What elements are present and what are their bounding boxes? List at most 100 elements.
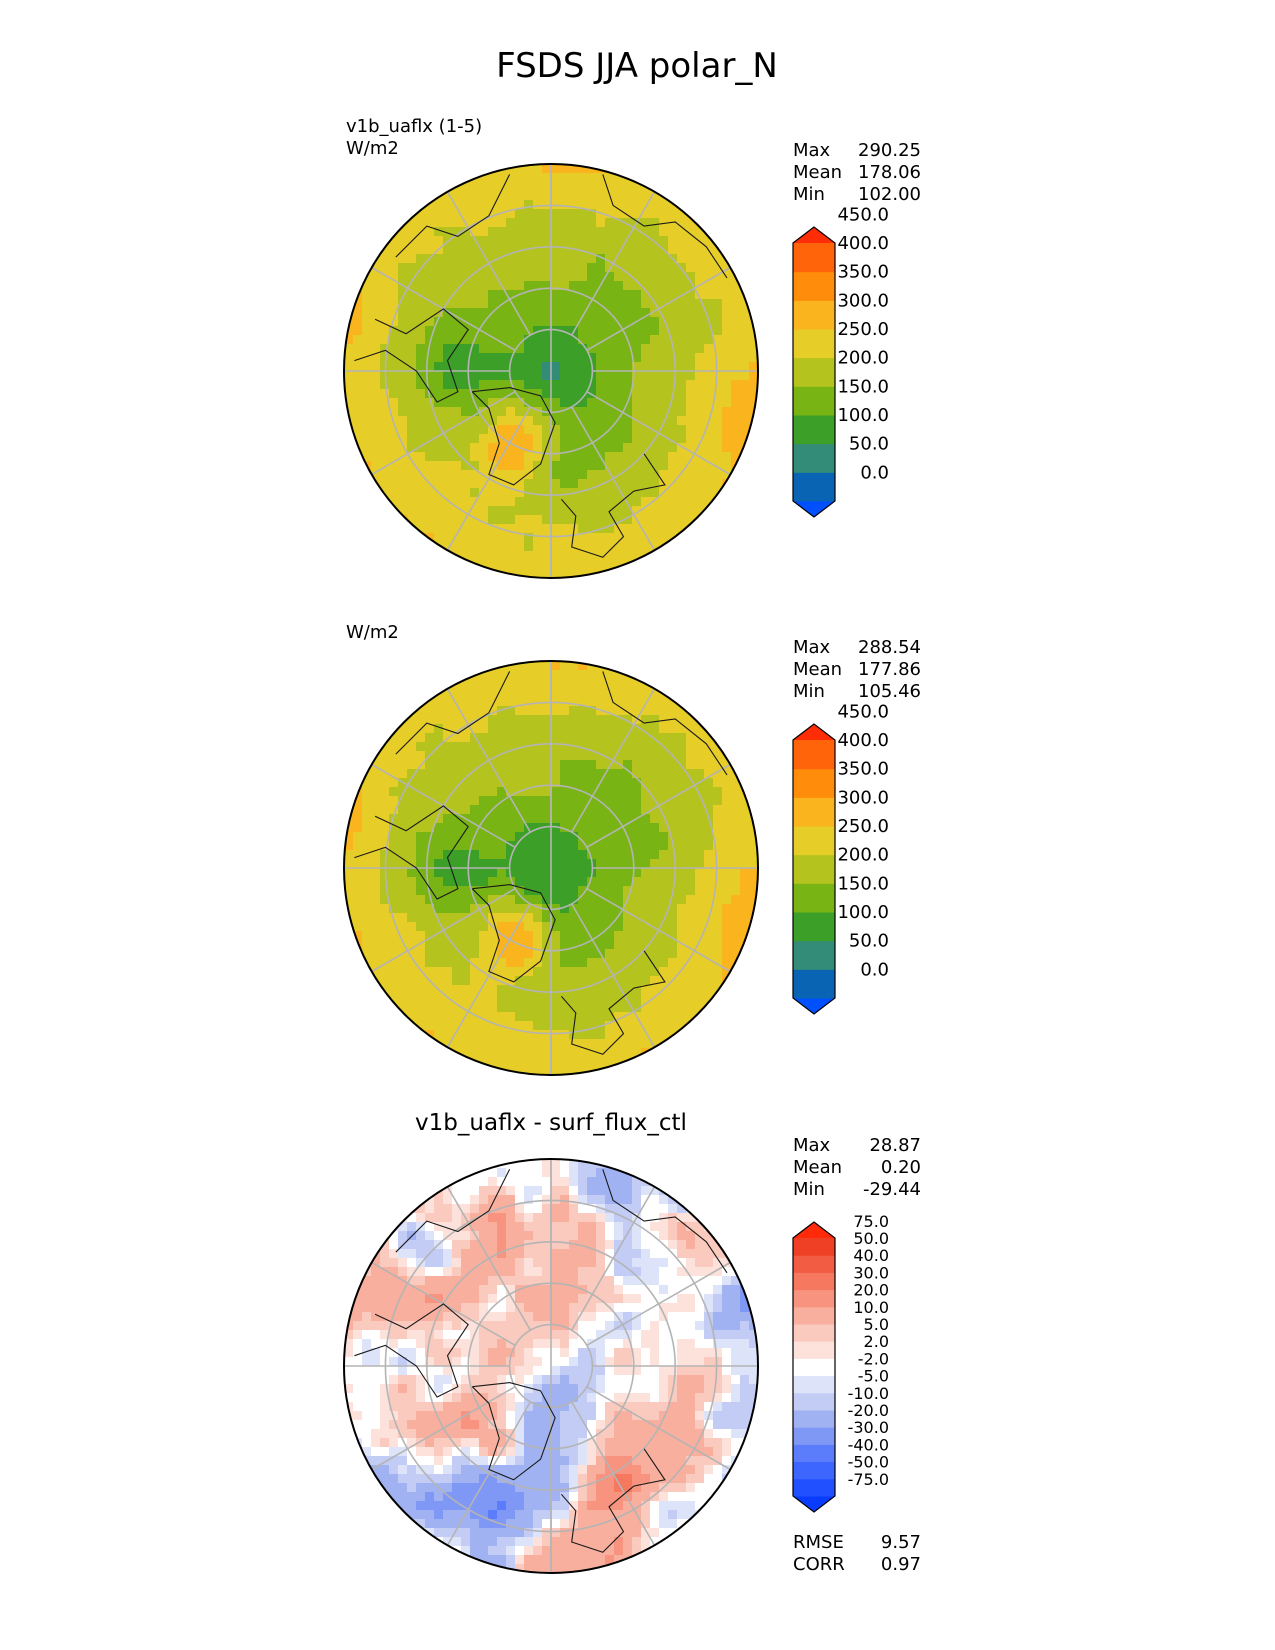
field-cell: [551, 443, 561, 453]
field-cell: [731, 290, 741, 300]
field-cell: [605, 1231, 615, 1241]
field-cell: [560, 670, 570, 680]
field-cell: [434, 344, 444, 354]
colorbar-segment: [793, 940, 835, 970]
field-cell: [623, 1231, 633, 1241]
field-cell: [614, 1213, 624, 1223]
field-cell: [506, 488, 516, 498]
field-cell: [479, 1456, 489, 1466]
field-cell: [587, 398, 597, 408]
field-cell: [515, 1447, 525, 1457]
field-cell: [434, 236, 444, 246]
field-cell: [641, 1384, 651, 1394]
field-cell: [560, 1375, 570, 1385]
field-cell: [578, 1249, 588, 1259]
field-cell: [542, 1039, 552, 1049]
field-cell: [596, 371, 606, 381]
field-cell: [713, 470, 723, 480]
field-cell: [434, 371, 444, 381]
field-cell: [380, 1321, 390, 1331]
field-cell: [587, 706, 597, 716]
field-cell: [407, 272, 417, 282]
field-cell: [677, 877, 687, 887]
field-cell: [551, 272, 561, 282]
field-cell: [704, 1366, 714, 1376]
field-cell: [371, 1429, 381, 1439]
field-cell: [380, 1429, 390, 1439]
field-cell: [488, 769, 498, 779]
field-cell: [380, 479, 390, 489]
field-cell: [641, 443, 651, 453]
field-cell: [515, 895, 525, 905]
field-cell: [668, 1366, 678, 1376]
field-cell: [506, 850, 516, 860]
field-cell: [434, 1447, 444, 1457]
field-cell: [560, 191, 570, 201]
field-cell: [551, 1267, 561, 1277]
field-cell: [614, 895, 624, 905]
field-cell: [443, 1003, 453, 1013]
field-cell: [632, 769, 642, 779]
field-cell: [560, 976, 570, 986]
field-cell: [452, 1285, 462, 1295]
field-cell: [695, 913, 705, 923]
field-cell: [569, 805, 579, 815]
field-cell: [371, 290, 381, 300]
field-cell: [542, 515, 552, 525]
field-cell: [488, 326, 498, 336]
field-cell: [434, 362, 444, 372]
field-cell: [551, 227, 561, 237]
field-cell: [389, 931, 399, 941]
field-cell: [533, 967, 543, 977]
field-cell: [596, 1303, 606, 1313]
field-cell: [668, 724, 678, 734]
field-cell: [587, 769, 597, 779]
field-cell: [353, 407, 363, 417]
field-cell: [506, 868, 516, 878]
field-cell: [452, 1366, 462, 1376]
field-cell: [668, 380, 678, 390]
field-cell: [614, 425, 624, 435]
field-cell: [461, 236, 471, 246]
field-cell: [641, 344, 651, 354]
field-cell: [623, 904, 633, 914]
field-cell: [497, 542, 507, 552]
field-cell: [560, 850, 570, 860]
field-cell: [452, 1429, 462, 1439]
field-cell: [524, 524, 534, 534]
field-cell: [695, 769, 705, 779]
field-cell: [515, 488, 525, 498]
field-cell: [596, 1285, 606, 1295]
field-cell: [731, 344, 741, 354]
field-cell: [614, 173, 624, 183]
field-cell: [479, 724, 489, 734]
field-cell: [362, 371, 372, 381]
field-cell: [650, 533, 660, 543]
field-cell: [686, 895, 696, 905]
field-cell: [443, 362, 453, 372]
field-cell: [686, 1357, 696, 1367]
field-cell: [650, 1312, 660, 1322]
field-cell: [713, 1258, 723, 1268]
field-cell: [614, 1402, 624, 1412]
field-cell: [740, 859, 750, 869]
field-cell: [686, 371, 696, 381]
colorbar-segment: [793, 329, 835, 359]
field-cell: [542, 1159, 552, 1169]
field-cell: [569, 1357, 579, 1367]
field-cell: [641, 416, 651, 426]
field-cell: [560, 1285, 570, 1295]
field-cell: [650, 1402, 660, 1412]
field-cell: [713, 850, 723, 860]
field-cell: [425, 299, 435, 309]
field-cell: [587, 1057, 597, 1067]
field-cell: [587, 1285, 597, 1295]
field-cell: [515, 326, 525, 336]
field-cell: [731, 353, 741, 363]
field-cell: [569, 724, 579, 734]
field-cell: [578, 832, 588, 842]
field-cell: [749, 796, 758, 806]
field-cell: [542, 191, 552, 201]
field-cell: [542, 479, 552, 489]
field-cell: [722, 940, 732, 950]
